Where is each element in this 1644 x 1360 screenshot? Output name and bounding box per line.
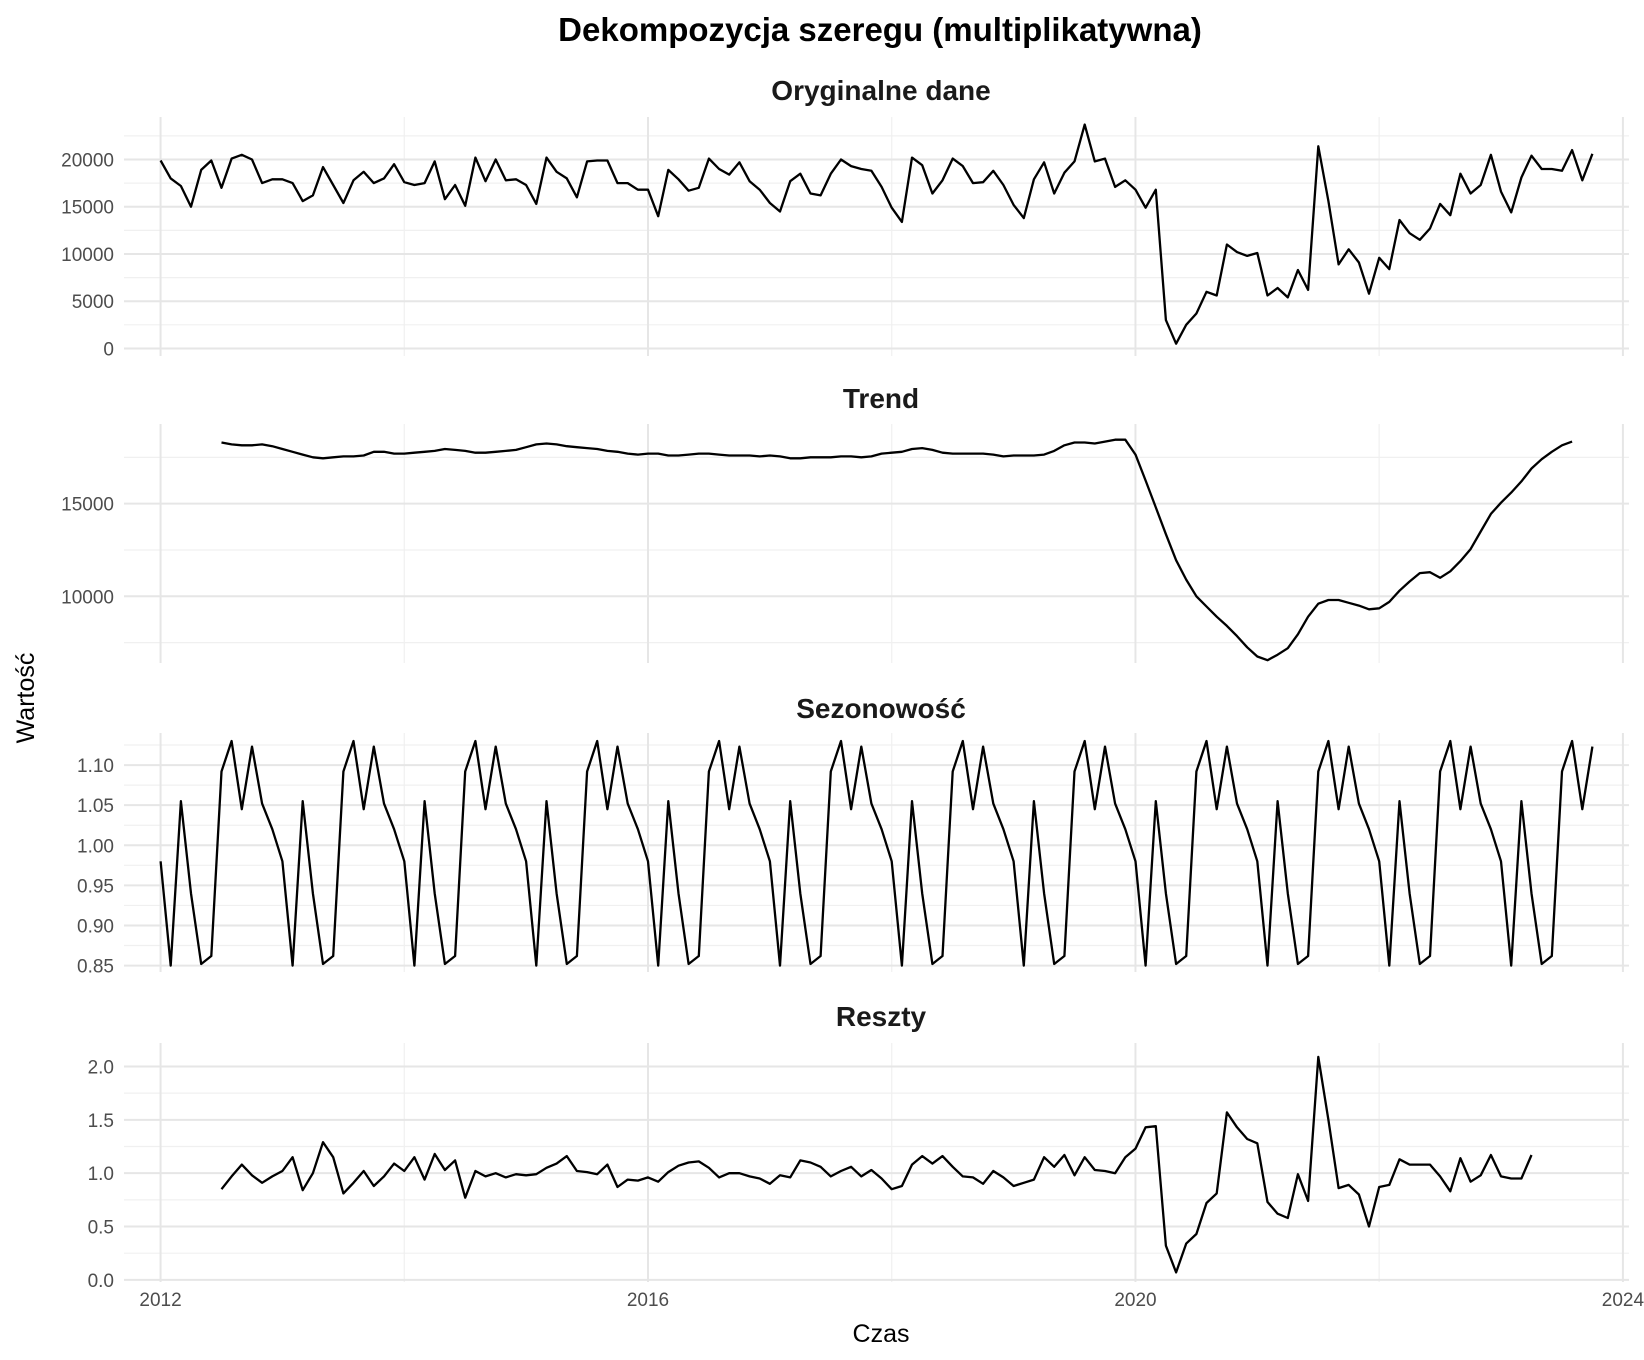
x-tick-label: 2016 xyxy=(627,1290,669,1311)
x-tick-label: 2024 xyxy=(1602,1290,1644,1311)
y-tick-label: 1.00 xyxy=(77,836,114,857)
facet-title-reszty: Reszty xyxy=(836,1001,927,1032)
series-line-oryginalne-dane xyxy=(159,123,1594,345)
y-tick-label: 15000 xyxy=(61,495,114,516)
y-tick-label: 0.5 xyxy=(88,1218,114,1239)
series-line-sezonowosc xyxy=(159,739,1594,967)
chart-title: Dekompozycja szeregu (multiplikatywna) xyxy=(558,11,1202,48)
y-tick-label: 20000 xyxy=(61,151,114,172)
x-tick-label: 2012 xyxy=(139,1290,181,1311)
facet-title-trend: Trend xyxy=(843,383,919,414)
y-tick-label: 1.10 xyxy=(77,756,114,777)
y-tick-label: 1.5 xyxy=(88,1111,114,1132)
facet-panels: 0 5000 10000 15000 20000 Oryginalne dane 10000… xyxy=(61,75,1629,1292)
y-tick-label: 0 xyxy=(103,339,114,360)
panel-trend: 10000 15000 Trend xyxy=(61,383,1629,663)
y-tick-label: 10000 xyxy=(61,587,114,608)
y-tick-label: 10000 xyxy=(61,245,114,266)
y-tick-label: 1.0 xyxy=(88,1164,114,1185)
panel-sezonowosc: 0.85 0.90 0.95 1.00 1.05 1.10 Sezonowość xyxy=(77,693,1629,978)
x-axis: 2012 2016 2020 2024 xyxy=(139,1290,1644,1311)
y-tick-label: 1.05 xyxy=(77,796,114,817)
y-axis-title: Wartość xyxy=(12,653,40,744)
y-tick-label: 0.90 xyxy=(77,916,114,937)
x-axis-title: Czas xyxy=(853,1320,910,1348)
series-line-trend xyxy=(221,438,1573,662)
panel-oryginalne-dane: 0 5000 10000 15000 20000 Oryginalne dane xyxy=(61,75,1629,360)
y-tick-label: 0.0 xyxy=(88,1271,114,1292)
facet-title-sezonowosc: Sezonowość xyxy=(796,693,966,724)
facet-title-oryginalne-dane: Oryginalne dane xyxy=(771,75,990,106)
series-line-reszty xyxy=(220,1055,1533,1274)
y-tick-label: 2.0 xyxy=(88,1057,114,1078)
y-tick-label: 15000 xyxy=(61,198,114,219)
y-tick-label: 0.85 xyxy=(77,957,114,978)
x-tick-label: 2020 xyxy=(1114,1290,1156,1311)
y-tick-label: 0.95 xyxy=(77,876,114,897)
y-tick-label: 5000 xyxy=(72,292,114,313)
panel-reszty: 0.0 0.5 1.0 1.5 2.0 Reszty xyxy=(88,1001,1629,1292)
